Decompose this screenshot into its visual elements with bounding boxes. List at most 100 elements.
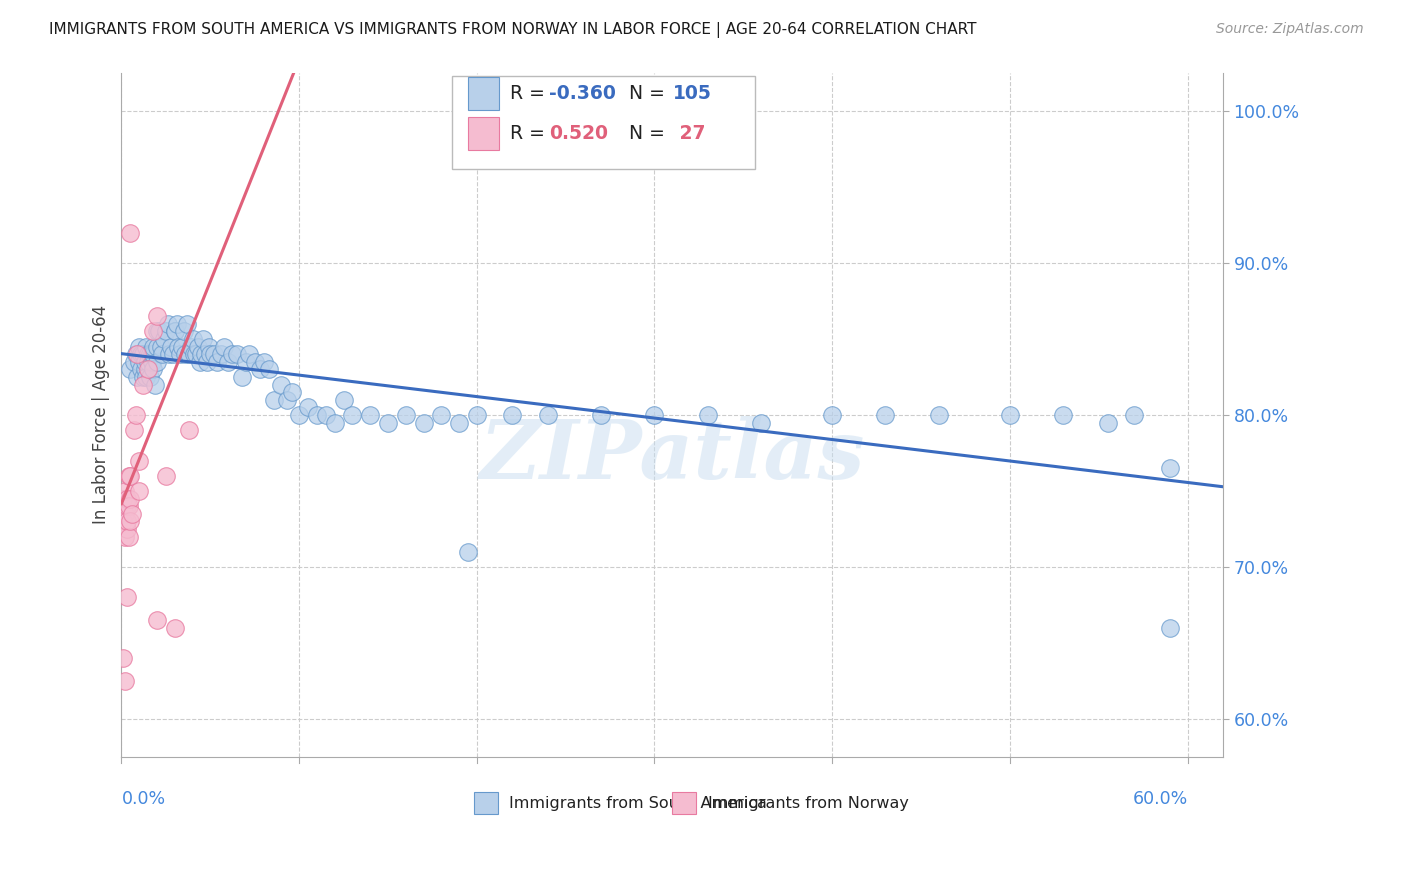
Text: R =: R = (510, 124, 557, 143)
FancyBboxPatch shape (468, 77, 499, 110)
Point (114, 483, 136, 498)
Point (202, 347, 225, 361)
Point (231, 370, 253, 384)
Point (132, 377, 155, 392)
Point (195, 355, 218, 369)
Point (243, 355, 266, 369)
Point (128, 347, 150, 361)
Point (160, 339, 183, 353)
Point (115, 499, 138, 513)
Point (1123, 408, 1146, 422)
Point (184, 347, 207, 361)
Point (167, 339, 190, 353)
Point (162, 347, 184, 361)
FancyBboxPatch shape (474, 792, 498, 814)
Point (142, 339, 165, 353)
Text: R =: R = (510, 84, 551, 103)
Point (332, 392, 354, 407)
Point (395, 408, 418, 422)
Point (142, 362, 165, 376)
Point (209, 347, 232, 361)
Point (193, 332, 215, 346)
Point (114, 529, 136, 543)
Point (177, 423, 200, 437)
Point (129, 362, 152, 376)
Point (155, 324, 177, 338)
Point (430, 408, 453, 422)
Point (120, 226, 142, 240)
Point (128, 339, 150, 353)
Point (121, 507, 143, 521)
Point (122, 355, 145, 369)
Point (377, 416, 399, 430)
Point (127, 370, 149, 384)
Y-axis label: In Labor Force | Age 20-64: In Labor Force | Age 20-64 (93, 305, 110, 524)
Point (115, 522, 138, 536)
Point (187, 339, 209, 353)
Point (643, 408, 665, 422)
Point (146, 324, 169, 338)
Point (112, 491, 135, 506)
Point (135, 370, 157, 384)
Point (115, 591, 138, 605)
Point (163, 324, 186, 338)
Point (252, 355, 274, 369)
Point (142, 347, 165, 361)
Text: Source: ZipAtlas.com: Source: ZipAtlas.com (1216, 22, 1364, 37)
Point (180, 339, 202, 353)
Point (141, 355, 163, 369)
Point (120, 514, 142, 528)
Point (115, 514, 138, 528)
Point (696, 408, 718, 422)
Point (173, 324, 195, 338)
Point (323, 416, 346, 430)
Point (146, 355, 169, 369)
Point (163, 621, 186, 635)
Point (132, 347, 155, 361)
Point (238, 347, 260, 361)
Point (183, 347, 205, 361)
Point (117, 529, 139, 543)
Point (114, 507, 136, 521)
Point (177, 347, 200, 361)
Point (465, 408, 488, 422)
Point (136, 347, 159, 361)
Point (281, 385, 304, 400)
Point (221, 347, 243, 361)
Point (156, 317, 179, 331)
Point (1097, 416, 1119, 430)
Point (149, 339, 172, 353)
FancyBboxPatch shape (468, 117, 499, 150)
Point (112, 514, 135, 528)
Point (447, 416, 470, 430)
Point (169, 347, 191, 361)
Point (120, 491, 142, 506)
Point (359, 408, 381, 422)
Text: Immigrants from Norway: Immigrants from Norway (707, 796, 908, 811)
Point (166, 317, 188, 331)
Point (143, 377, 166, 392)
Point (181, 332, 204, 346)
Point (124, 408, 146, 422)
Point (148, 324, 170, 338)
Point (194, 347, 217, 361)
Point (114, 673, 136, 688)
Point (457, 544, 479, 558)
Point (132, 370, 155, 384)
Text: 60.0%: 60.0% (1132, 790, 1188, 808)
Point (270, 377, 292, 392)
Point (136, 362, 159, 376)
Point (141, 347, 163, 361)
Point (128, 453, 150, 467)
Point (263, 392, 285, 407)
Point (150, 347, 173, 361)
Text: N =: N = (630, 84, 671, 103)
Point (821, 408, 844, 422)
Point (117, 468, 139, 483)
Point (288, 408, 311, 422)
Point (537, 408, 560, 422)
Point (1159, 461, 1181, 475)
Point (749, 416, 772, 430)
Point (112, 651, 135, 665)
Point (122, 423, 145, 437)
